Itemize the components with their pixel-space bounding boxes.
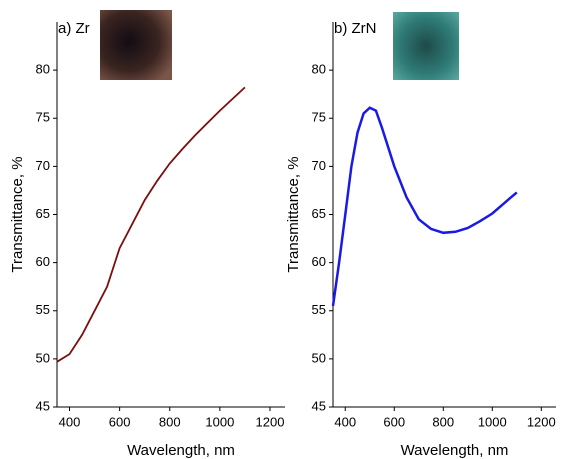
x-axis-label: Wavelength, nm	[401, 442, 509, 459]
y-tick-label: 45	[312, 398, 326, 413]
data-line	[56, 86, 246, 363]
y-tick-label: 65	[312, 206, 326, 221]
y-axis-label: Transmittance, %	[9, 156, 26, 272]
x-tick-label: 1200	[256, 414, 285, 429]
y-tick-label: 75	[36, 110, 50, 125]
panel-title: b) ZrN	[334, 20, 377, 37]
y-tick-label: 80	[36, 62, 50, 77]
x-tick-label: 1000	[478, 414, 507, 429]
y-tick-label: 80	[312, 62, 326, 77]
x-axis-label: Wavelength, nm	[127, 442, 235, 459]
x-tick-label: 800	[159, 414, 181, 429]
y-tick-label: 55	[312, 302, 326, 317]
x-tick-label: 400	[334, 414, 356, 429]
y-tick-label: 75	[312, 110, 326, 125]
panel-title: a) Zr	[58, 20, 90, 37]
y-tick-label: 55	[36, 302, 50, 317]
y-tick-label: 70	[312, 158, 326, 173]
y-axis-label: Transmittance, %	[285, 156, 302, 272]
x-tick-label: 1000	[205, 414, 234, 429]
y-tick-label: 45	[36, 398, 50, 413]
y-tick-label: 60	[36, 254, 50, 269]
y-tick-label: 70	[36, 158, 50, 173]
x-tick-label: 800	[432, 414, 454, 429]
y-tick-label: 50	[36, 350, 50, 365]
data-line	[331, 106, 518, 307]
sample-photo	[393, 12, 459, 80]
x-tick-label: 600	[109, 414, 131, 429]
x-tick-label: 600	[383, 414, 405, 429]
y-tick-label: 65	[36, 206, 50, 221]
x-tick-label: 400	[59, 414, 81, 429]
y-tick-label: 50	[312, 350, 326, 365]
x-tick-label: 1200	[527, 414, 556, 429]
sample-photo	[100, 10, 172, 80]
y-tick-label: 60	[312, 254, 326, 269]
